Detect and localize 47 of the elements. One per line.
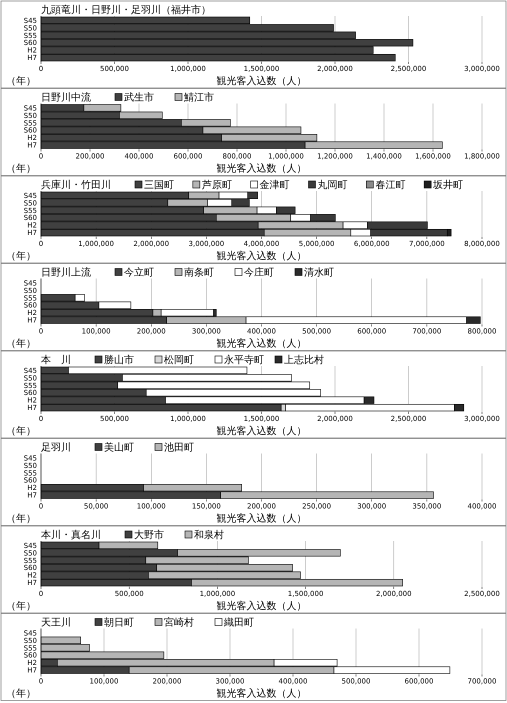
y-axis-title: （年） — [6, 338, 36, 350]
chart-title: 本川・真名川 — [41, 529, 101, 541]
legend-label: 和泉村 — [194, 529, 224, 541]
x-axis-title: 観光客入込数（人） — [216, 688, 306, 700]
legend-label: 美山町 — [104, 442, 134, 454]
y-axis-title: （年） — [6, 75, 36, 87]
legend-label: 上志比村 — [284, 354, 324, 366]
x-axis-title: 観光客入込数（人） — [216, 338, 306, 350]
legend-label: 芦原町 — [202, 179, 232, 191]
y-axis-title: （年） — [6, 688, 36, 700]
chart-title: 九頭竜川・日野川・足羽川（福井市） — [41, 4, 211, 16]
legend-label: 今立町 — [124, 266, 154, 278]
x-axis-title: 観光客入込数（人） — [216, 512, 306, 524]
x-axis-title: 観光客入込数（人） — [216, 250, 306, 262]
legend-label: 朝日町 — [104, 616, 134, 628]
legend-label: 今庄町 — [244, 266, 274, 278]
x-axis-title: 観光客入込数（人） — [216, 162, 306, 174]
y-axis-title: （年） — [6, 425, 36, 437]
legend-label: 宮崎村 — [164, 616, 194, 628]
chart-title: 本 川 — [41, 354, 71, 366]
legend-label: 丸岡町 — [318, 179, 348, 191]
chart-title: 日野川上流 — [41, 266, 91, 278]
legend-label: 永平寺町 — [224, 354, 264, 366]
y-axis-title: （年） — [6, 600, 36, 612]
legend-label: 武生市 — [124, 92, 154, 104]
y-axis-title: （年） — [6, 512, 36, 524]
legend-label: 鯖江市 — [184, 92, 214, 104]
legend-label: 坂井町 — [432, 179, 464, 191]
x-axis-title: 観光客入込数（人） — [216, 425, 306, 437]
legend-label: 三国町 — [144, 180, 174, 191]
legend-label: 金津町 — [260, 179, 290, 191]
legend-label: 大野市 — [134, 529, 164, 541]
chart-title: 兵庫川・竹田川 — [41, 179, 111, 191]
y-axis-title: （年） — [6, 162, 36, 174]
legend-label: 池田町 — [164, 442, 194, 454]
chart-title: 日野川中流 — [41, 92, 91, 104]
legend-label: 清水町 — [304, 266, 334, 278]
legend-label: 織田町 — [223, 616, 254, 628]
chart-title: 天王川 — [41, 616, 71, 628]
legend-label: 勝山市 — [104, 354, 134, 366]
y-axis-title: （年） — [6, 250, 36, 262]
x-axis-title: 観光客入込数（人） — [216, 600, 306, 612]
legend-label: 春江町 — [375, 179, 406, 191]
chart-title: 足羽川 — [41, 442, 71, 454]
legend-label: 南条町 — [184, 266, 214, 278]
legend-label: 松岡町 — [164, 354, 194, 366]
x-axis-title: 観光客入込数（人） — [216, 75, 306, 87]
